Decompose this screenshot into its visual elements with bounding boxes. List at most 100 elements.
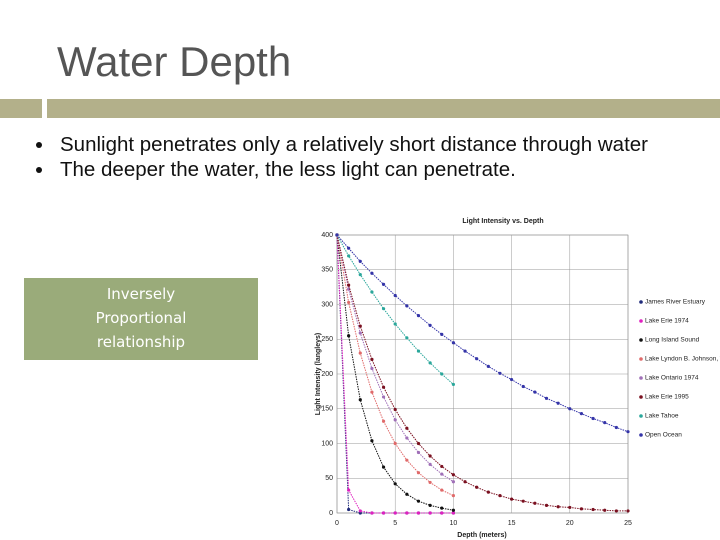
data-point [405, 426, 409, 430]
data-point [603, 508, 607, 512]
series-line [336, 234, 629, 433]
x-tick-label: 10 [450, 520, 458, 527]
data-point [498, 494, 502, 498]
y-tick-label: 400 [321, 232, 333, 239]
data-point [451, 480, 455, 484]
data-point [358, 273, 362, 277]
data-point [428, 454, 432, 458]
data-point [475, 357, 479, 361]
data-point [521, 499, 525, 503]
data-point [533, 501, 537, 505]
data-point [626, 509, 630, 513]
data-point [381, 395, 386, 399]
data-point [451, 508, 455, 512]
data-point [428, 480, 432, 485]
data-point [381, 419, 386, 423]
data-point [393, 511, 397, 515]
data-point [347, 300, 351, 305]
legend-marker [639, 433, 643, 437]
data-point [370, 439, 374, 443]
data-point [451, 473, 455, 477]
legend-marker [639, 395, 643, 399]
bullet: Sunlight penetrates only a relatively sh… [30, 132, 710, 157]
data-point [405, 492, 409, 496]
data-point [370, 366, 374, 371]
bullet-list: Sunlight penetrates only a relatively sh… [30, 132, 710, 182]
data-point [591, 416, 595, 421]
data-point [416, 441, 421, 446]
bullet: The deeper the water, the less light can… [30, 157, 710, 182]
callout-text: Inversely Proportional relationship [95, 285, 187, 351]
data-point [358, 324, 362, 328]
callout-box: Inversely Proportional relationship Ligh… [24, 278, 258, 379]
data-point [428, 462, 432, 466]
data-point [521, 384, 525, 389]
data-point [393, 322, 397, 326]
data-point [347, 334, 351, 338]
x-tick-label: 15 [508, 520, 516, 527]
x-tick-label: 5 [393, 520, 397, 527]
legend-label: Long Island Sound [645, 337, 700, 344]
data-point [614, 509, 618, 513]
data-point [335, 233, 339, 237]
data-point [370, 511, 374, 515]
data-point [416, 471, 421, 475]
legend-marker [639, 376, 643, 380]
legend-label: Open Ocean [645, 432, 682, 439]
data-point [370, 290, 374, 294]
data-point [347, 246, 351, 250]
data-point [428, 503, 432, 507]
data-point [451, 341, 455, 345]
y-tick-label: 100 [321, 440, 333, 447]
y-tick-label: 0 [329, 510, 333, 517]
data-point [405, 304, 409, 308]
legend-label: Lake Erie 1995 [645, 394, 689, 401]
data-point [603, 421, 607, 425]
data-point [440, 464, 444, 469]
data-point [440, 472, 444, 476]
data-point [440, 488, 444, 492]
data-point [358, 351, 362, 355]
legend-label: James River Estuary [645, 299, 706, 306]
data-point [568, 407, 572, 411]
data-point [393, 482, 397, 486]
data-point [614, 425, 618, 430]
data-point [626, 430, 630, 434]
data-point [370, 271, 374, 275]
data-point [579, 507, 584, 511]
data-point [440, 511, 444, 515]
data-point [347, 254, 351, 258]
legend-marker [639, 357, 643, 361]
data-point [347, 507, 351, 512]
data-point [347, 488, 351, 492]
data-point [579, 412, 584, 416]
y-tick-label: 50 [325, 475, 333, 482]
accent-bar [47, 99, 720, 118]
y-tick-label: 350 [321, 267, 333, 274]
data-point [393, 441, 397, 446]
data-point [347, 287, 351, 291]
data-point [370, 390, 374, 394]
data-point [405, 436, 409, 440]
y-axis-label: Light Intensity (langleys) [315, 333, 322, 415]
data-point [440, 332, 444, 336]
data-point [510, 497, 514, 501]
data-point [393, 407, 397, 412]
data-point [533, 390, 537, 394]
data-point [544, 503, 549, 507]
data-point [381, 282, 386, 286]
data-point [591, 507, 595, 512]
data-point [463, 480, 467, 484]
y-tick-label: 300 [321, 301, 333, 308]
data-point [440, 506, 444, 510]
data-point [556, 505, 560, 509]
data-point [347, 283, 351, 287]
data-point [451, 494, 455, 498]
legend-label: Lake Ontario 1974 [645, 375, 699, 382]
data-point [428, 511, 432, 515]
data-point [428, 361, 432, 365]
data-point [416, 314, 421, 318]
data-point [358, 259, 362, 264]
data-point [381, 511, 386, 515]
